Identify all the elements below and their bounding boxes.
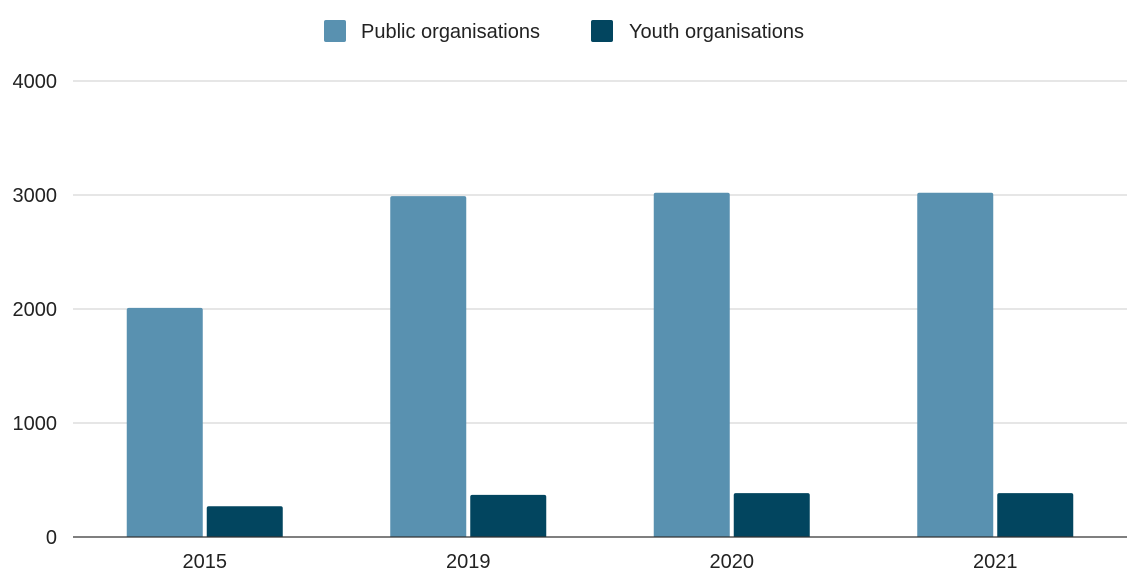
legend: Public organisations Youth organisations [324, 20, 804, 43]
bar-public-organisations-2019 [390, 196, 467, 537]
x-tick-label-2015: 2015 [183, 551, 228, 570]
bar-youth-organisations-2019 [470, 494, 547, 537]
legend-label-youth-organisations: Youth organisations [629, 21, 804, 43]
legend-swatch-public-organisations [324, 20, 346, 42]
x-tick-label-2021: 2021 [973, 551, 1018, 570]
y-tick-label-2000: 2000 [13, 299, 58, 321]
x-tick-label-2019: 2019 [446, 551, 491, 570]
bars [126, 192, 1074, 537]
bar-youth-organisations-2020 [733, 493, 810, 537]
bar-public-organisations-2021 [917, 192, 994, 537]
y-tick-label-0: 0 [46, 527, 57, 549]
bar-youth-organisations-2021 [997, 493, 1074, 537]
bar-public-organisations-2020 [653, 192, 730, 537]
y-tick-label-1000: 1000 [13, 413, 58, 435]
legend-swatch-youth-organisations [591, 20, 613, 42]
bar-public-organisations-2015 [126, 307, 203, 537]
y-tick-label-3000: 3000 [13, 185, 58, 207]
legend-label-public-organisations: Public organisations [361, 21, 540, 43]
axes: 0 1000 2000 3000 4000 2015 2019 2020 2021 [13, 71, 1127, 570]
y-tick-label-4000: 4000 [13, 71, 58, 93]
bar-youth-organisations-2015 [206, 506, 283, 537]
x-tick-label-2020: 2020 [710, 551, 755, 570]
